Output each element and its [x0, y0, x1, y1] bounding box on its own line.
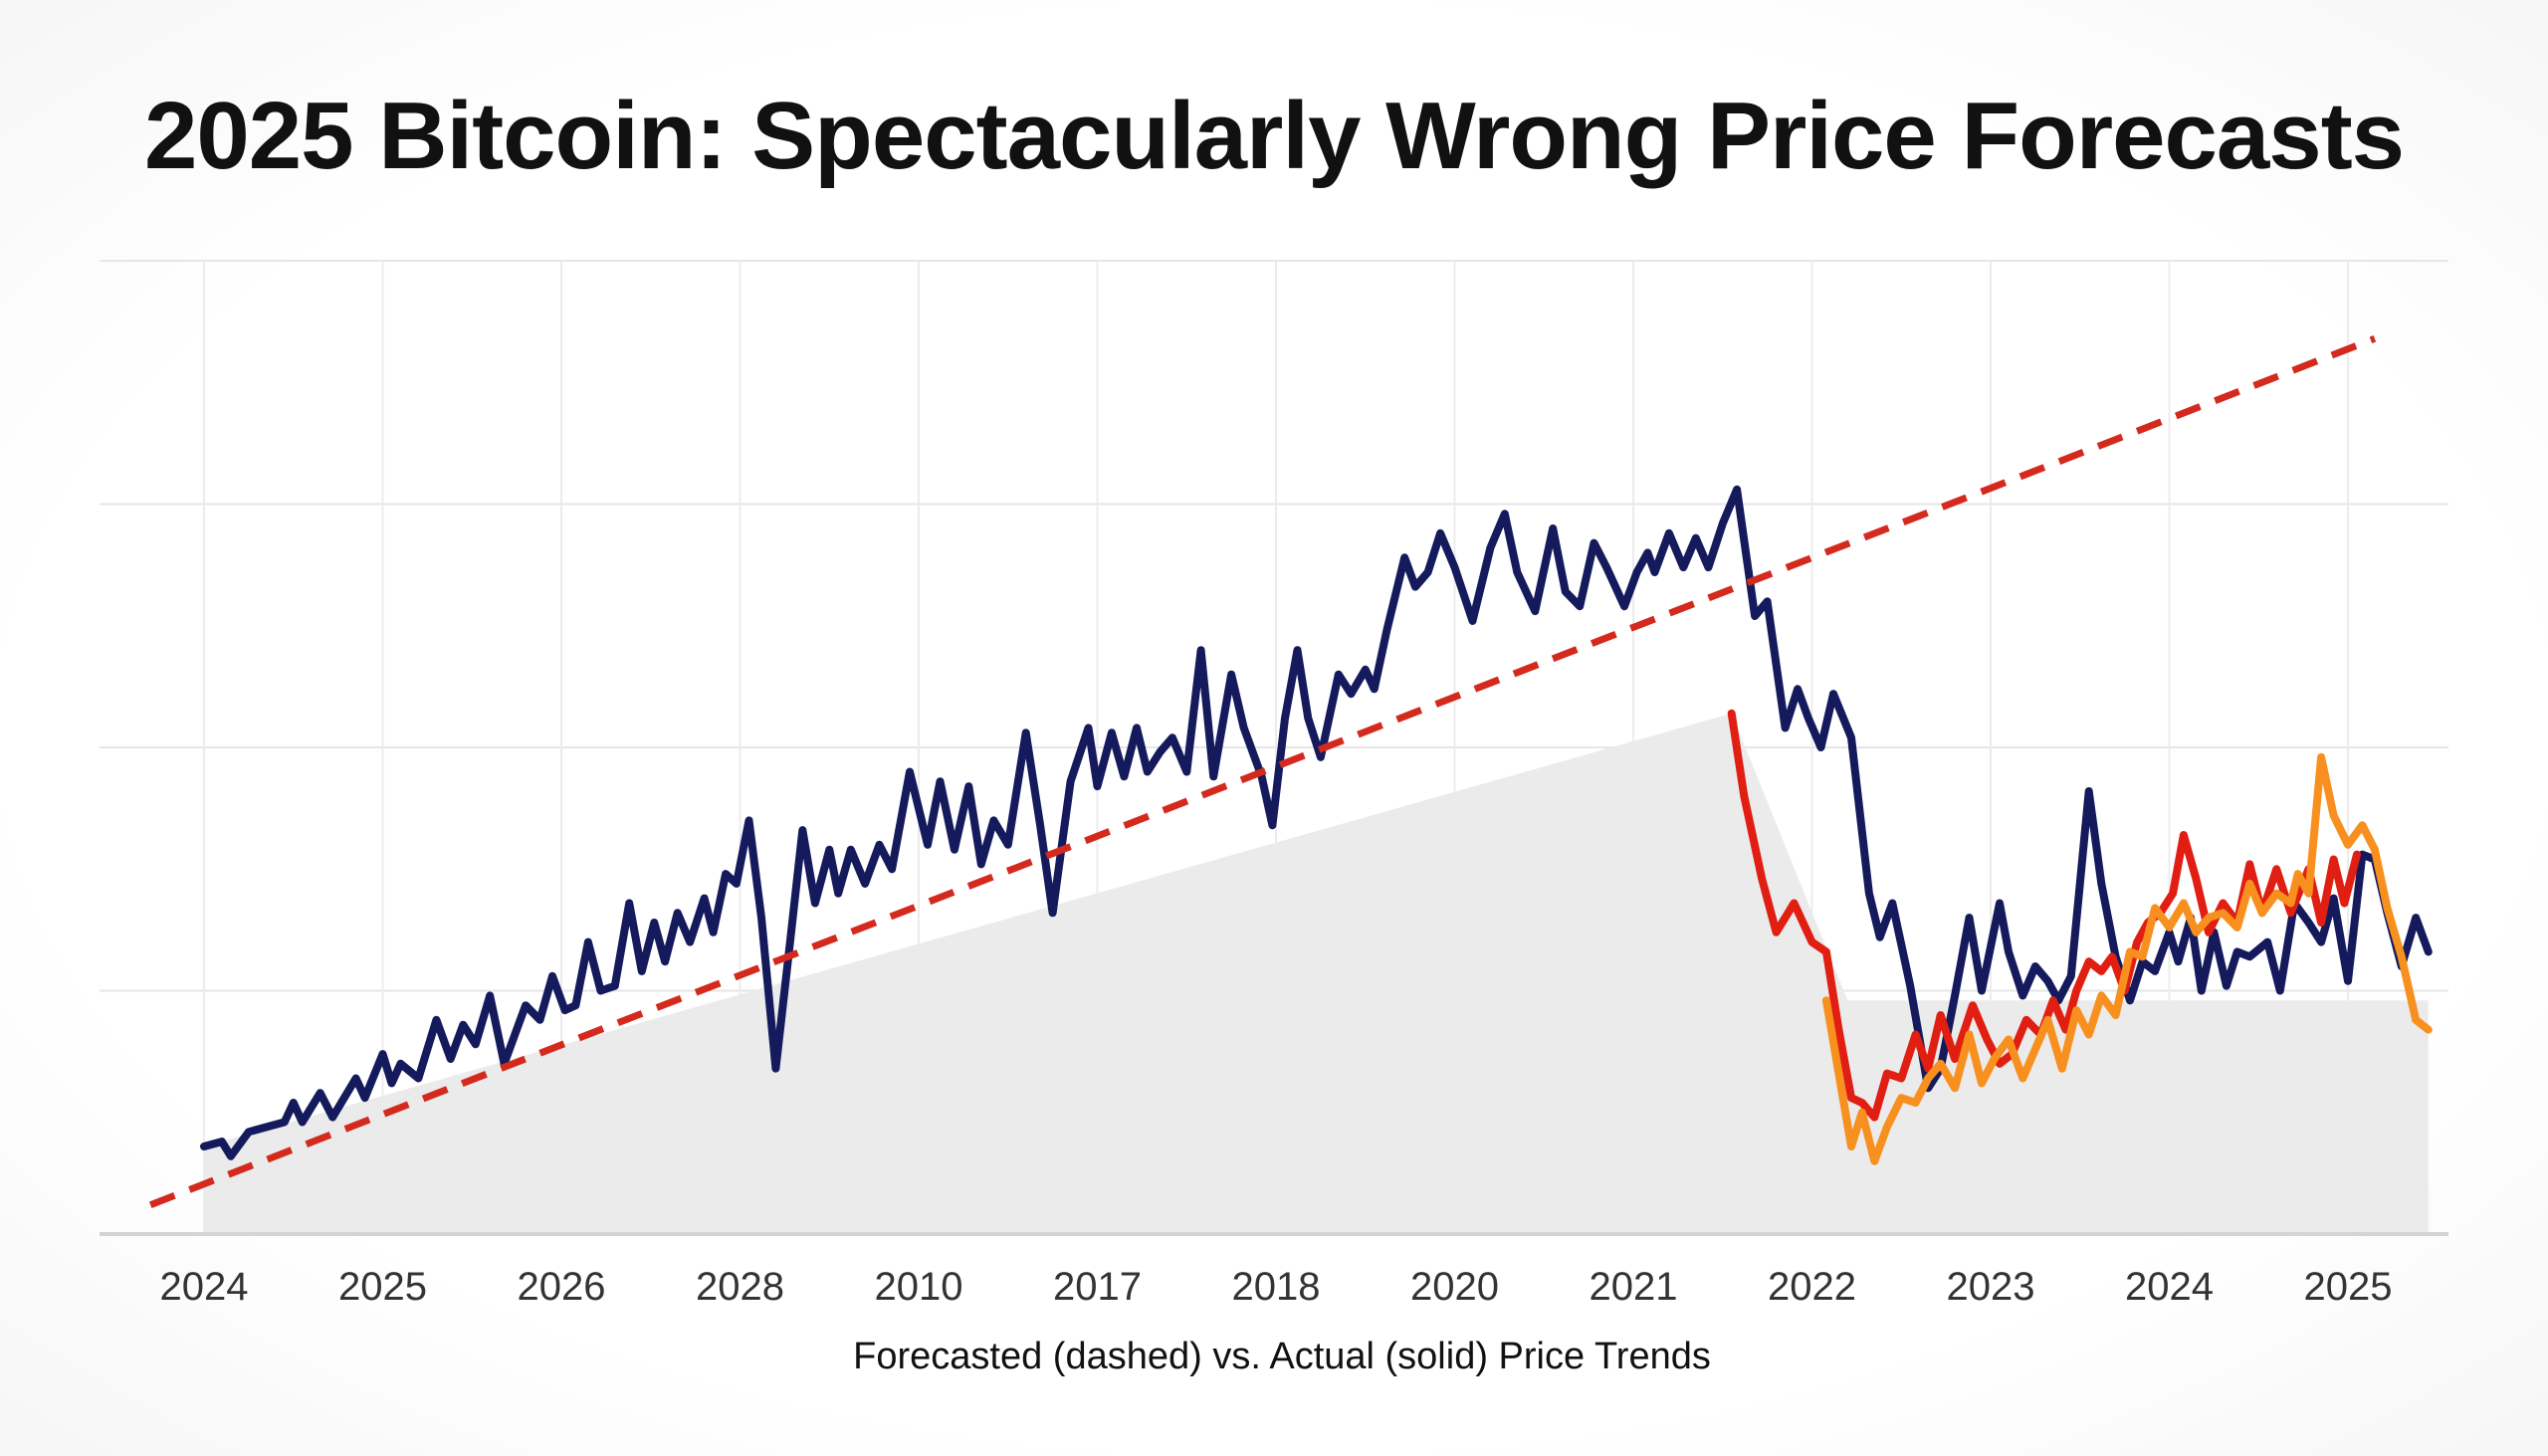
series-layer	[148, 334, 2433, 1208]
x-axis-title: Forecasted (dashed) vs. Actual (solid) P…	[853, 1336, 1711, 1377]
chart-title: 2025 Bitcoin: Spectacularly Wrong Price …	[143, 83, 2405, 189]
x-tick-label: 2022	[1768, 1265, 1856, 1309]
x-tick-label: 2025	[2304, 1265, 2393, 1309]
x-tick-label: 2028	[696, 1265, 784, 1309]
x-axis: 2024 2025 2026 2028 2010 2017 2018 2020 2021 2022…	[100, 1232, 2448, 1309]
x-tick-label: 2023	[1947, 1265, 2035, 1309]
x-tick-label: 2021	[1590, 1265, 1678, 1309]
series-line-forecast	[148, 334, 2377, 1208]
x-tick-label: 2026	[518, 1265, 606, 1309]
x-tick-label: 2017	[1053, 1265, 1142, 1309]
x-tick-label: 2024	[2125, 1265, 2214, 1309]
area-shape	[204, 713, 2429, 1234]
x-tick-label: 2018	[1232, 1265, 1321, 1309]
x-tick-label: 2020	[1410, 1265, 1499, 1309]
x-tick-label: 2024	[160, 1265, 249, 1309]
x-tick-label: 2010	[875, 1265, 963, 1309]
x-tick-label: 2025	[338, 1265, 427, 1309]
series-line-actual-3	[1821, 752, 2433, 1165]
series-line-actual-1	[200, 485, 2433, 1160]
series-line-actual-2	[1727, 709, 2361, 1122]
area-fill	[204, 713, 2429, 1234]
